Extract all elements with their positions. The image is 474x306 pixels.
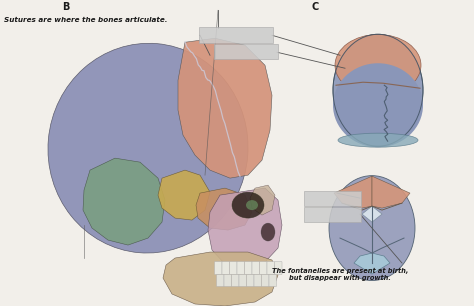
Text: Sutures are where the bones articulate.: Sutures are where the bones articulate. bbox=[4, 17, 167, 23]
FancyBboxPatch shape bbox=[217, 274, 224, 286]
FancyBboxPatch shape bbox=[269, 274, 276, 286]
Polygon shape bbox=[372, 176, 410, 208]
Polygon shape bbox=[208, 188, 282, 268]
Text: The fontanelles are present at birth,
but disappear with growth.: The fontanelles are present at birth, bu… bbox=[272, 268, 408, 281]
FancyBboxPatch shape bbox=[239, 274, 246, 286]
FancyBboxPatch shape bbox=[304, 207, 361, 222]
FancyBboxPatch shape bbox=[214, 44, 278, 59]
FancyBboxPatch shape bbox=[254, 274, 262, 286]
FancyBboxPatch shape bbox=[304, 191, 361, 206]
Ellipse shape bbox=[333, 34, 423, 146]
FancyBboxPatch shape bbox=[262, 274, 269, 286]
FancyBboxPatch shape bbox=[252, 262, 259, 274]
FancyBboxPatch shape bbox=[274, 262, 282, 274]
FancyBboxPatch shape bbox=[245, 262, 252, 274]
FancyBboxPatch shape bbox=[231, 274, 239, 286]
Text: C: C bbox=[312, 2, 319, 12]
Text: B: B bbox=[62, 2, 69, 12]
Ellipse shape bbox=[261, 223, 275, 241]
FancyBboxPatch shape bbox=[224, 274, 231, 286]
Polygon shape bbox=[362, 206, 382, 222]
Ellipse shape bbox=[48, 43, 248, 253]
Ellipse shape bbox=[333, 63, 423, 147]
FancyBboxPatch shape bbox=[259, 262, 267, 274]
Polygon shape bbox=[158, 170, 210, 220]
FancyBboxPatch shape bbox=[199, 27, 273, 43]
Ellipse shape bbox=[246, 200, 258, 210]
Polygon shape bbox=[163, 252, 278, 306]
FancyBboxPatch shape bbox=[246, 274, 254, 286]
FancyBboxPatch shape bbox=[229, 262, 237, 274]
FancyBboxPatch shape bbox=[237, 262, 245, 274]
Ellipse shape bbox=[335, 35, 421, 96]
Ellipse shape bbox=[338, 133, 418, 147]
Polygon shape bbox=[196, 188, 252, 230]
Polygon shape bbox=[334, 176, 372, 208]
Polygon shape bbox=[83, 158, 165, 245]
Polygon shape bbox=[354, 253, 390, 274]
FancyBboxPatch shape bbox=[267, 262, 274, 274]
Ellipse shape bbox=[232, 192, 264, 218]
Polygon shape bbox=[250, 185, 275, 215]
FancyBboxPatch shape bbox=[222, 262, 229, 274]
Ellipse shape bbox=[329, 176, 415, 281]
FancyBboxPatch shape bbox=[215, 262, 222, 274]
Polygon shape bbox=[178, 38, 272, 178]
